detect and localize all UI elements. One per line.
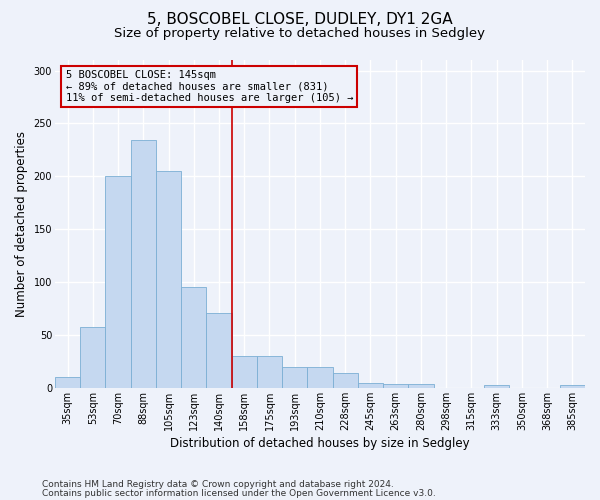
X-axis label: Distribution of detached houses by size in Sedgley: Distribution of detached houses by size … [170,437,470,450]
Bar [131,140,156,388]
Bar [80,326,106,388]
Text: Size of property relative to detached houses in Sedgley: Size of property relative to detached ho… [115,28,485,40]
Bar [106,176,131,388]
Bar [156,171,181,388]
Bar [409,384,434,388]
Bar [383,384,409,388]
Bar [307,366,332,388]
Bar [282,366,307,388]
Bar [560,384,585,388]
Y-axis label: Number of detached properties: Number of detached properties [15,131,28,317]
Bar [332,373,358,388]
Bar [206,313,232,388]
Text: 5, BOSCOBEL CLOSE, DUDLEY, DY1 2GA: 5, BOSCOBEL CLOSE, DUDLEY, DY1 2GA [147,12,453,28]
Bar [358,382,383,388]
Bar [257,356,282,388]
Text: 5 BOSCOBEL CLOSE: 145sqm
← 89% of detached houses are smaller (831)
11% of semi-: 5 BOSCOBEL CLOSE: 145sqm ← 89% of detach… [65,70,353,103]
Text: Contains HM Land Registry data © Crown copyright and database right 2024.: Contains HM Land Registry data © Crown c… [42,480,394,489]
Bar [484,384,509,388]
Text: Contains public sector information licensed under the Open Government Licence v3: Contains public sector information licen… [42,488,436,498]
Bar [232,356,257,388]
Bar [55,378,80,388]
Bar [181,288,206,388]
